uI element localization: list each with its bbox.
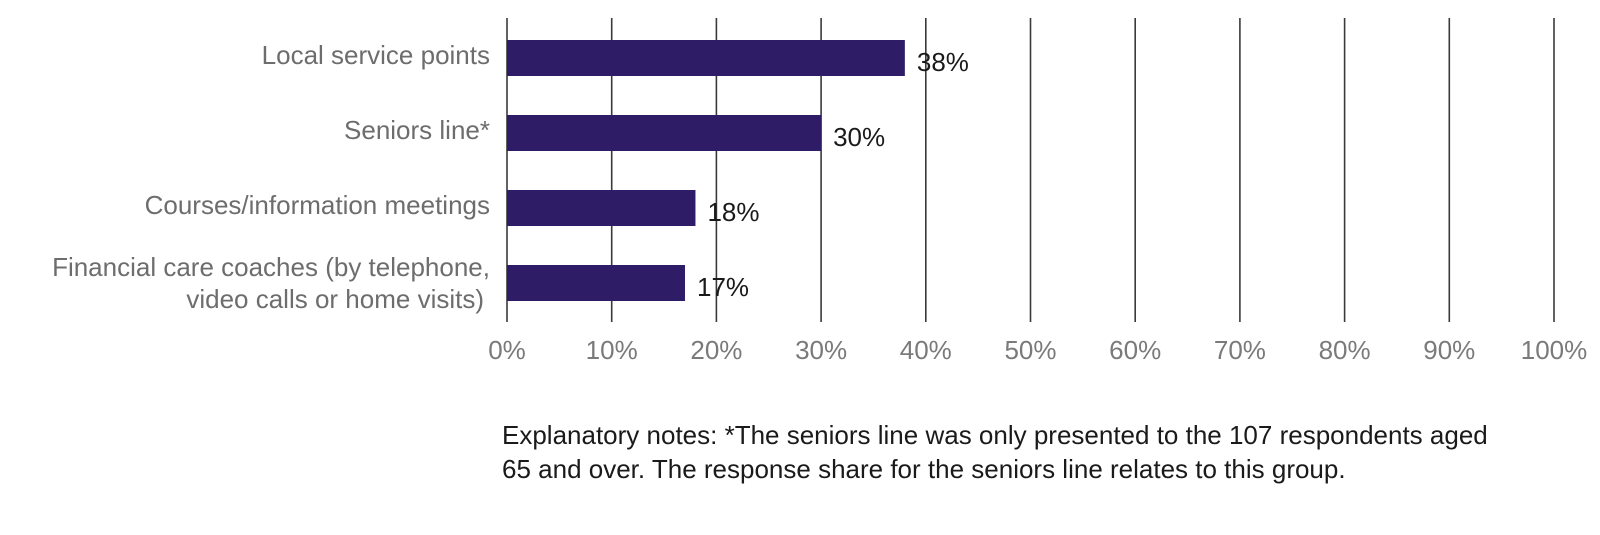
category-label: Local service points (262, 40, 490, 70)
x-tick-label: 90% (1423, 335, 1475, 365)
x-tick-label: 40% (900, 335, 952, 365)
explanatory-note: Explanatory notes: *The seniors line was… (502, 420, 1488, 484)
x-tick-label: 70% (1214, 335, 1266, 365)
bar-value-label: 30% (833, 122, 885, 152)
bar (507, 265, 685, 301)
x-tick-label: 60% (1109, 335, 1161, 365)
label-layer: 0% 10% 20% 30% 40% 50% 60% 70% 80% 90% 100% 38% Loca… (52, 40, 1587, 365)
x-tick-label: 80% (1319, 335, 1371, 365)
bar (507, 190, 696, 226)
x-tick-label: 100% (1521, 335, 1588, 365)
x-tick-label: 20% (690, 335, 742, 365)
bar-value-label: 38% (917, 47, 969, 77)
bar-layer (507, 40, 905, 301)
bar-value-label: 18% (707, 197, 759, 227)
bar (507, 115, 822, 151)
x-tick-label: 30% (795, 335, 847, 365)
category-label: Financial care coaches (by telephone, vid… (52, 252, 490, 314)
x-tick-label: 50% (1004, 335, 1056, 365)
bar-value-label: 17% (697, 272, 749, 302)
x-tick-label: 0% (488, 335, 526, 365)
x-tick-label: 10% (586, 335, 638, 365)
category-label: Courses/information meetings (145, 190, 490, 220)
category-label: Seniors line* (344, 115, 490, 145)
bar (507, 40, 905, 76)
